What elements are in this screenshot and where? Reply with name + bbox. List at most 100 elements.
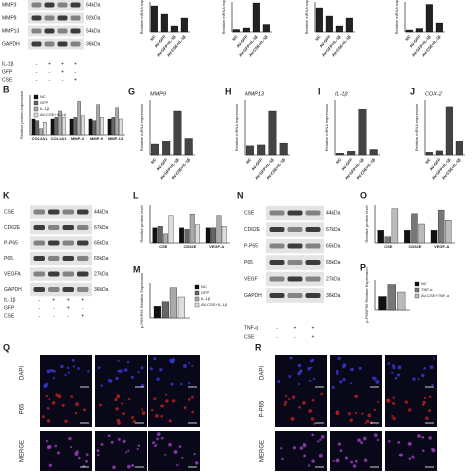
legend-swatch (194, 290, 200, 296)
bar (378, 296, 387, 311)
cell (46, 419, 51, 423)
bar (335, 25, 343, 33)
bar (242, 27, 250, 33)
cell (118, 369, 123, 374)
cell (394, 376, 398, 380)
cell (317, 440, 320, 443)
band (33, 256, 45, 261)
bar (347, 151, 356, 156)
micrograph (330, 431, 382, 471)
protein-label: CD62E (244, 227, 261, 233)
bar (50, 118, 55, 136)
blot-background (30, 282, 92, 297)
band (57, 28, 68, 34)
bar (115, 107, 119, 136)
cell (85, 459, 88, 463)
cell (307, 366, 311, 371)
x-tick-label: MMP-13 (108, 136, 124, 141)
condition-sign: + (67, 297, 70, 303)
bar (157, 226, 163, 244)
bar (58, 110, 62, 136)
panel-letter: Q (3, 342, 10, 352)
condition-sign: + (312, 325, 315, 331)
bar (415, 28, 423, 33)
panel-letter: R (255, 342, 262, 352)
cell (311, 358, 315, 362)
bar (252, 2, 260, 33)
legend-swatch (33, 100, 39, 106)
cell (288, 397, 291, 401)
band (305, 260, 321, 265)
condition-sign: - (67, 313, 69, 319)
band (62, 287, 74, 292)
micrograph (275, 391, 327, 427)
kda-label: 67kDa (94, 225, 109, 231)
blot-background (30, 220, 92, 235)
bar (119, 118, 123, 136)
band (44, 41, 55, 47)
cell (408, 408, 412, 412)
bar (153, 306, 161, 319)
cell (57, 394, 62, 399)
bar (88, 118, 93, 136)
panel-letter: P (360, 262, 366, 272)
cell (152, 441, 156, 445)
bar (411, 213, 418, 244)
bar (435, 150, 443, 156)
cell (411, 455, 415, 459)
protein-label: P65 (4, 256, 13, 262)
cell (309, 379, 312, 383)
chart-title: COX-2 (425, 91, 442, 97)
cell (137, 444, 141, 447)
cell (160, 436, 164, 440)
x-tick-label: COL2A1 (32, 136, 49, 141)
bar (77, 101, 81, 136)
cell (284, 394, 288, 398)
bar (391, 208, 399, 244)
bar (180, 17, 188, 33)
bar (179, 227, 185, 244)
band (62, 225, 74, 230)
band (287, 276, 303, 282)
cell (354, 459, 358, 463)
row-label: DAPI (260, 366, 266, 380)
band (287, 293, 303, 298)
condition-sign: + (74, 77, 77, 83)
y-axis-label: Relative mRNA exp (221, 0, 226, 34)
cell (319, 438, 322, 441)
cell (299, 369, 303, 373)
cell (100, 384, 103, 388)
bar (387, 284, 396, 311)
legend-swatch (414, 293, 420, 299)
cell (297, 363, 302, 368)
cell (77, 367, 80, 370)
micrograph (385, 355, 437, 391)
cell (367, 413, 372, 418)
cell (116, 394, 121, 399)
band (305, 243, 321, 249)
cell (191, 410, 195, 414)
x-tick-label: CD62E (409, 244, 422, 249)
cell (303, 454, 307, 458)
cell (68, 436, 72, 441)
condition-label: TNF-α (244, 325, 258, 331)
condition-sign: + (294, 325, 297, 331)
cell (69, 445, 73, 449)
legend-label: NC (201, 284, 207, 289)
cell (64, 373, 67, 376)
cell (311, 459, 315, 463)
cell (55, 393, 59, 397)
legend-swatch (414, 281, 420, 287)
cell (52, 377, 55, 380)
cell (43, 384, 48, 389)
bar (404, 230, 411, 244)
cell (75, 402, 79, 407)
legend-swatch (414, 287, 420, 293)
micrograph (275, 355, 327, 391)
y-axis-label: Relative mRNA exp (304, 0, 309, 34)
kda-label: 44kDa (326, 210, 341, 216)
bar (184, 138, 193, 156)
condition-label: GFP (2, 69, 13, 75)
cell (48, 463, 52, 467)
bar (152, 227, 158, 244)
